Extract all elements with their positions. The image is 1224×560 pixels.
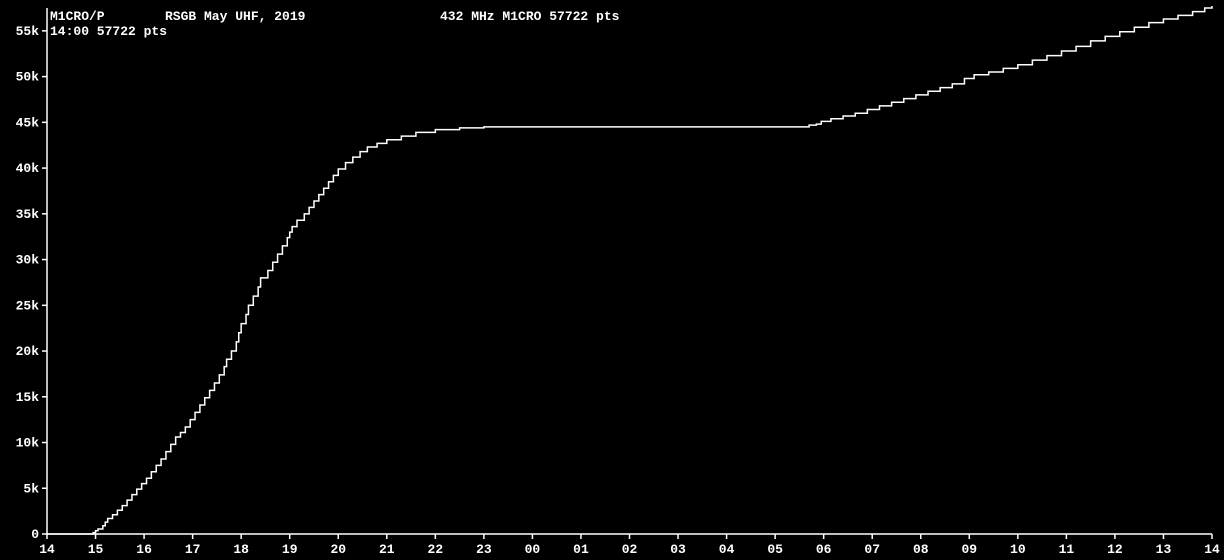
y-tick-label: 25k xyxy=(16,298,40,313)
x-tick-label: 23 xyxy=(476,542,492,557)
x-tick-label: 18 xyxy=(233,542,249,557)
x-tick-label: 20 xyxy=(330,542,346,557)
header-contest: RSGB May UHF, 2019 xyxy=(165,9,306,24)
header-callsign: M1CRO/P xyxy=(50,9,105,24)
y-tick-label: 45k xyxy=(16,115,40,130)
x-tick-label: 13 xyxy=(1156,542,1172,557)
y-tick-label: 40k xyxy=(16,161,40,176)
x-tick-label: 15 xyxy=(88,542,104,557)
header-band: 432 MHz M1CRO 57722 pts xyxy=(440,9,620,24)
x-tick-label: 03 xyxy=(670,542,686,557)
header-status: 14:00 57722 pts xyxy=(50,24,167,39)
y-tick-label: 55k xyxy=(16,24,40,39)
x-tick-label: 09 xyxy=(961,542,977,557)
score-line xyxy=(47,6,1212,534)
x-tick-label: 10 xyxy=(1010,542,1026,557)
y-tick-label: 50k xyxy=(16,70,40,85)
x-tick-label: 06 xyxy=(816,542,832,557)
x-tick-label: 16 xyxy=(136,542,152,557)
x-tick-label: 08 xyxy=(913,542,929,557)
x-tick-label: 01 xyxy=(573,542,589,557)
y-tick-label: 35k xyxy=(16,207,40,222)
x-tick-label: 05 xyxy=(767,542,783,557)
y-tick-label: 15k xyxy=(16,390,40,405)
y-tick-label: 5k xyxy=(23,481,39,496)
y-tick-label: 0 xyxy=(31,527,39,542)
y-tick-label: 10k xyxy=(16,436,40,451)
x-tick-label: 12 xyxy=(1107,542,1123,557)
x-tick-label: 14 xyxy=(1204,542,1220,557)
x-tick-label: 00 xyxy=(525,542,541,557)
score-chart: 0 5k 10k 15k 20k 25k 30k 35k 40k 45k 50k 55k 14 15 16 1… xyxy=(0,0,1224,560)
y-tick-label: 30k xyxy=(16,253,40,268)
x-tick-label: 21 xyxy=(379,542,395,557)
x-tick-label: 17 xyxy=(185,542,201,557)
x-tick-label: 02 xyxy=(622,542,638,557)
x-tick-label: 04 xyxy=(719,542,735,557)
y-tick-label: 20k xyxy=(16,344,40,359)
x-tick-label: 11 xyxy=(1059,542,1075,557)
x-tick-label: 22 xyxy=(428,542,444,557)
x-tick-label: 19 xyxy=(282,542,298,557)
x-tick-label: 07 xyxy=(864,542,880,557)
x-tick-label: 14 xyxy=(39,542,55,557)
